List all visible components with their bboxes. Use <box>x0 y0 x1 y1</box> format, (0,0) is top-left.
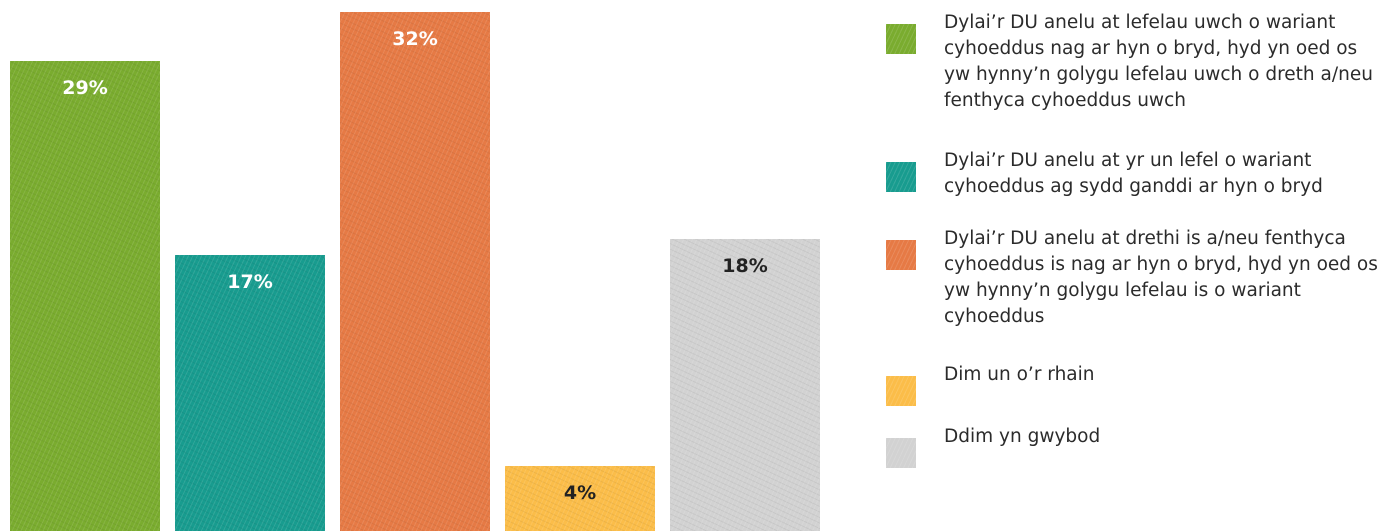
bar-chart: 29% 17% 32% 4% 18% <box>10 12 820 531</box>
bar-value-label: 4% <box>563 482 597 504</box>
bar-value-label: 29% <box>62 77 108 99</box>
legend-label: Dylai’r DU anelu at lefelau uwch o waria… <box>944 12 1373 111</box>
legend-label: Dylai’r DU anelu at drethi is a/neu fent… <box>944 228 1378 327</box>
bar-3: 32% <box>340 12 490 531</box>
legend-swatch <box>886 240 916 270</box>
bar-2: 17% <box>175 255 325 531</box>
bar-value-label: 17% <box>227 271 273 293</box>
legend-swatch <box>886 376 916 406</box>
bar-value-label: 32% <box>392 28 438 50</box>
bar-5: 18% <box>670 239 820 531</box>
bar-1: 29% <box>10 61 160 531</box>
legend-swatch <box>886 438 916 468</box>
legend-swatch <box>886 162 916 192</box>
bar-value-label: 18% <box>722 255 768 277</box>
legend-label: Dim un o’r rhain <box>944 364 1095 385</box>
legend-swatch <box>886 24 916 54</box>
legend-label: Ddim yn gwybod <box>944 426 1101 447</box>
legend-label: Dylai’r DU anelu at yr un lefel o warian… <box>944 150 1323 197</box>
bar-4: 4% <box>505 466 655 531</box>
